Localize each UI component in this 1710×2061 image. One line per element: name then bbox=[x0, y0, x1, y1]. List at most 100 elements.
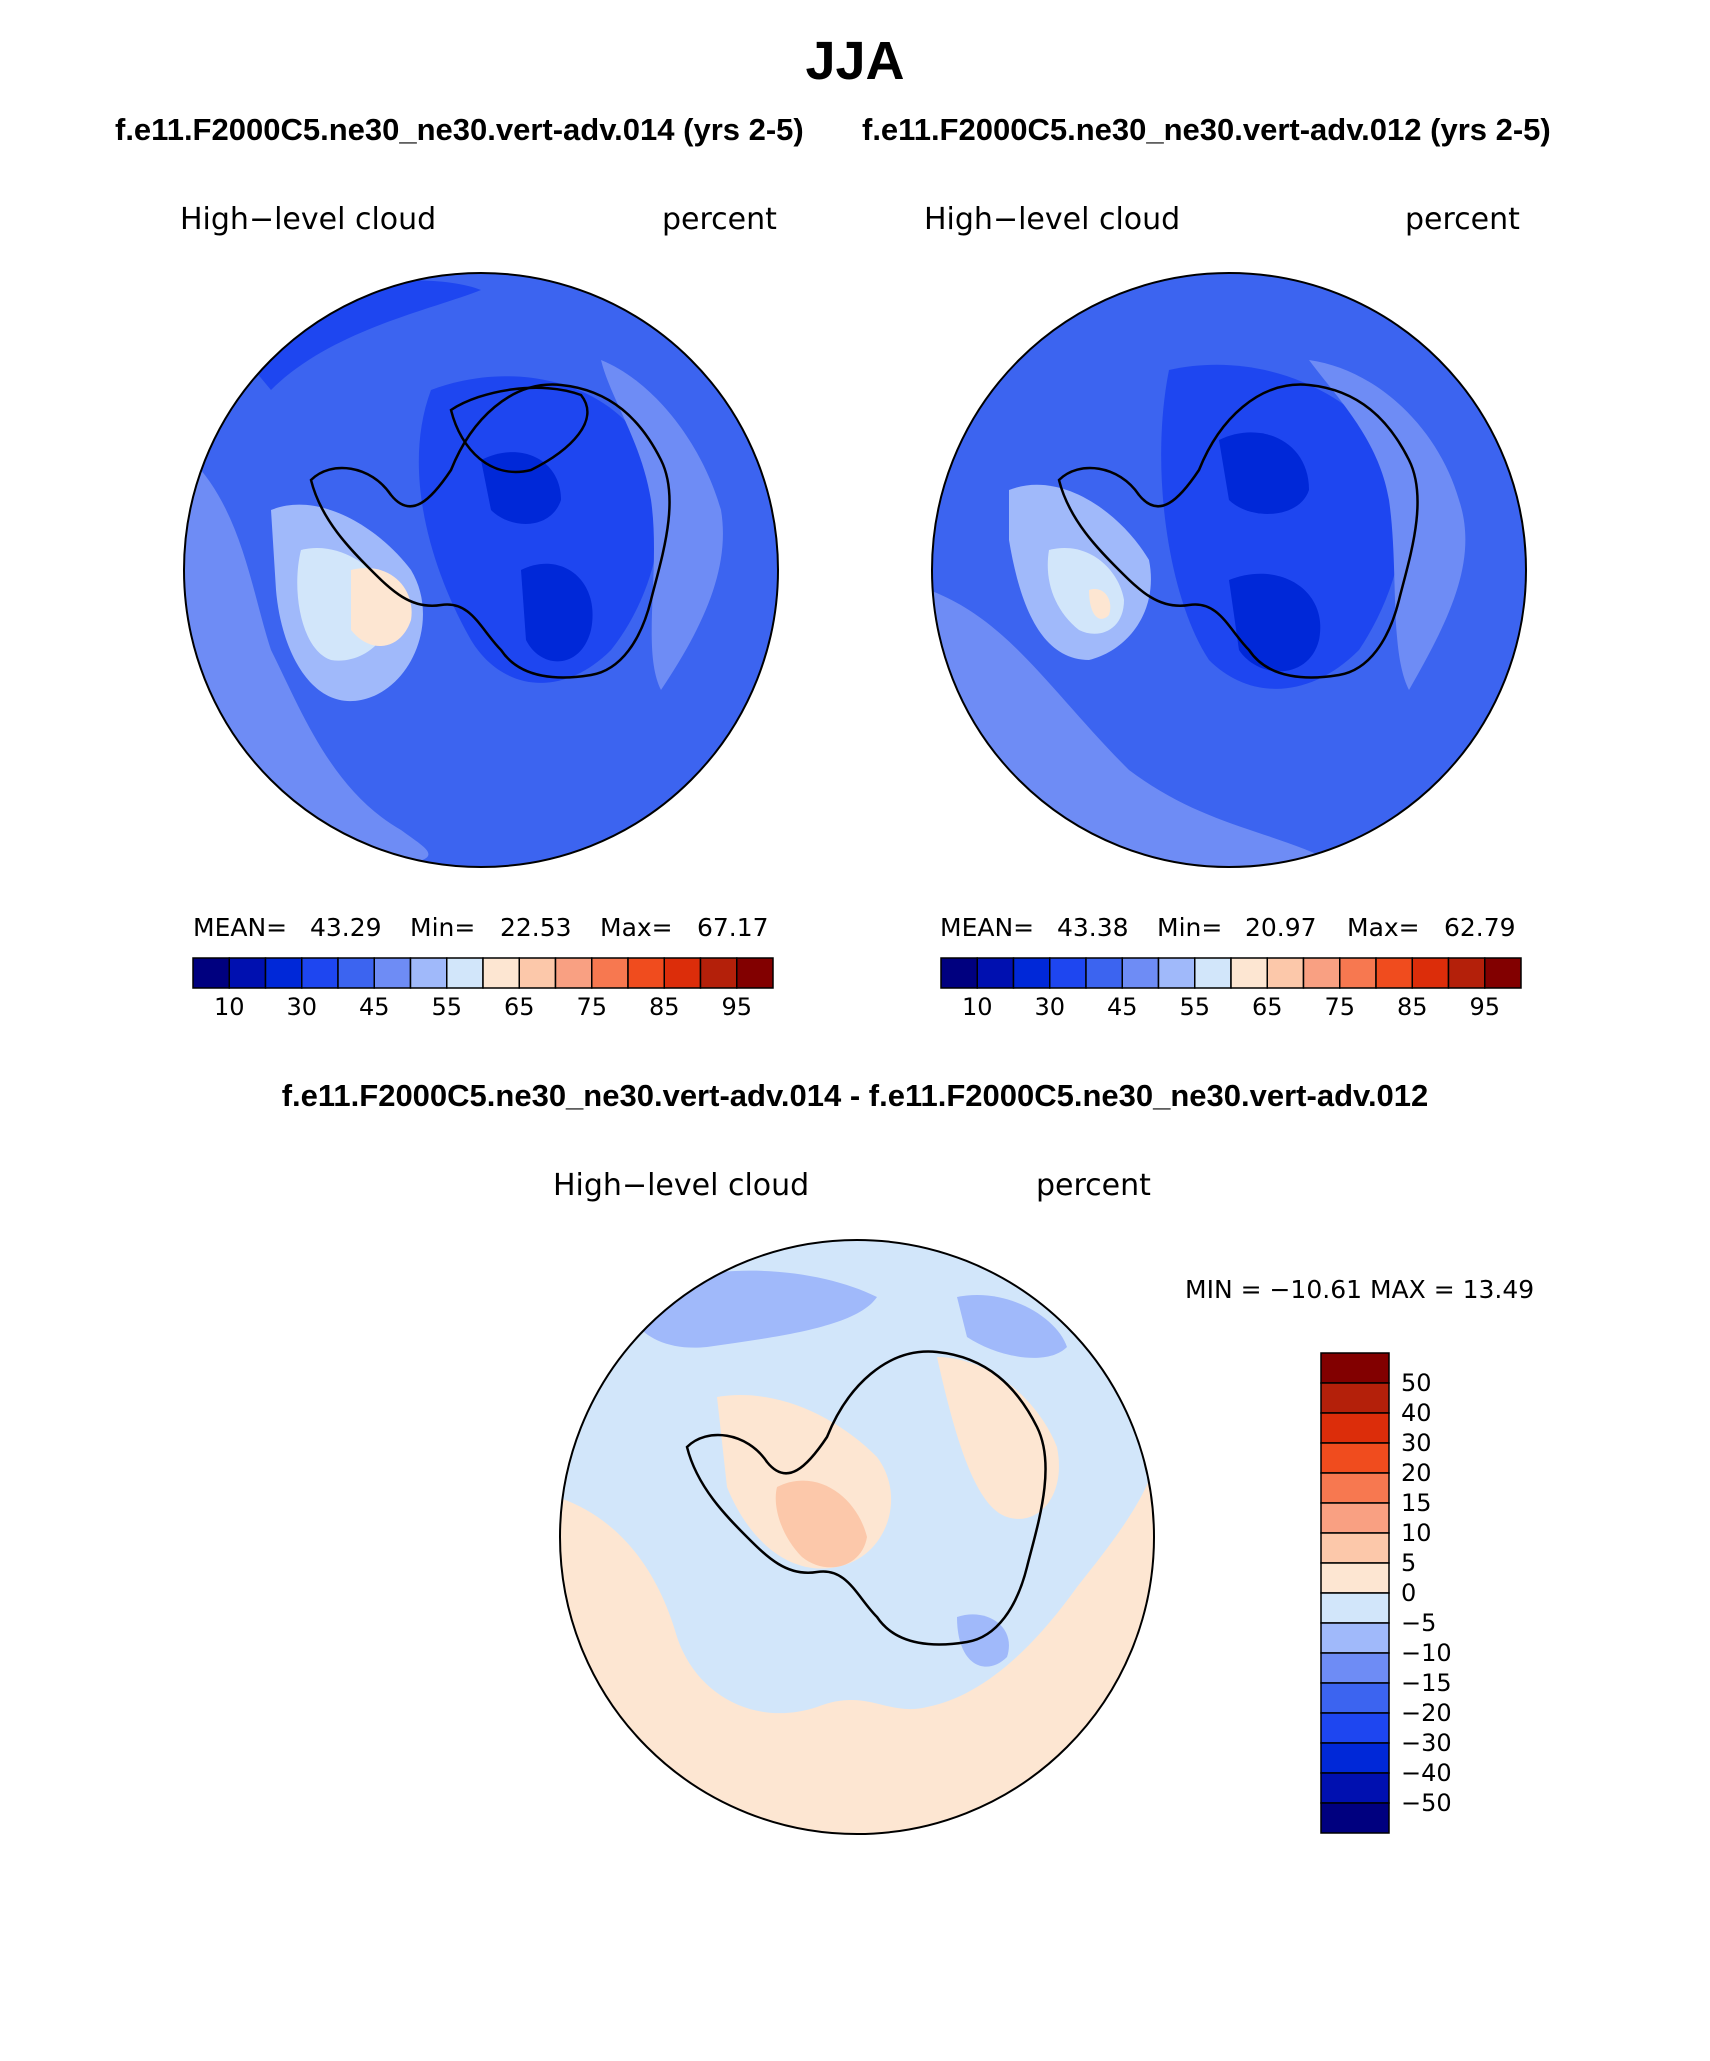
colorbar-cell bbox=[1320, 1682, 1390, 1714]
colorbar-tick-label: 75 bbox=[1324, 993, 1355, 1021]
colorbar-cell bbox=[940, 957, 978, 989]
colorbar-tick-label: 30 bbox=[1401, 1429, 1432, 1457]
colorbar-cell bbox=[1320, 1622, 1390, 1654]
colorbar-cell bbox=[1121, 957, 1160, 989]
colorbar-cell bbox=[264, 957, 303, 989]
colorbar-cell bbox=[699, 957, 738, 989]
colorbar-cell bbox=[1320, 1382, 1390, 1414]
diff-field-south-warm bbox=[560, 1457, 1154, 1834]
left-run-title: f.e11.F2000C5.ne30_ne30.vert-adv.014 (yr… bbox=[115, 112, 804, 147]
colorbar-cell bbox=[554, 957, 593, 989]
colorbar-cell bbox=[409, 957, 448, 989]
colorbar-tick-label: 15 bbox=[1401, 1489, 1432, 1517]
colorbar-cell bbox=[1484, 957, 1522, 989]
left-coastline bbox=[309, 383, 671, 679]
colorbar-tick-label: 30 bbox=[1034, 993, 1065, 1021]
page-title: JJA bbox=[805, 31, 905, 91]
left-field-continent-dark bbox=[418, 376, 660, 683]
right-max-label: Max= bbox=[1347, 913, 1420, 942]
diff-polar-map bbox=[559, 1239, 1155, 1835]
colorbar-cell bbox=[1320, 1652, 1390, 1684]
colorbar-cell bbox=[1320, 1772, 1390, 1804]
colorbar-cell bbox=[663, 957, 702, 989]
colorbar-cell bbox=[1320, 1532, 1390, 1564]
colorbar-cell bbox=[1049, 957, 1087, 989]
right-variable-label: High−level cloud bbox=[924, 202, 1181, 237]
colorbar-tick-label: −20 bbox=[1401, 1699, 1452, 1727]
diff-field-peak bbox=[775, 1480, 867, 1568]
colorbar-tick-label: 50 bbox=[1401, 1369, 1432, 1397]
colorbar-cell bbox=[1320, 1472, 1390, 1504]
colorbar-cell bbox=[1012, 957, 1051, 989]
colorbar-cell bbox=[1085, 957, 1123, 989]
right-coastline bbox=[1057, 383, 1419, 679]
colorbar-tick-label: 0 bbox=[1401, 1579, 1416, 1607]
diff-minmax: MIN = −10.61 MAX = 13.49 bbox=[1185, 1275, 1535, 1304]
left-field-core2 bbox=[521, 563, 593, 662]
colorbar-cell bbox=[1302, 957, 1341, 989]
colorbar-tick-label: 65 bbox=[1252, 993, 1283, 1021]
right-map-border bbox=[931, 272, 1527, 868]
right-min-label: Min= bbox=[1157, 913, 1223, 942]
colorbar-cell bbox=[337, 957, 375, 989]
colorbar-cell bbox=[736, 957, 774, 989]
left-colorbar: 10 30 45 55 65 75 85 95 bbox=[192, 957, 774, 1021]
right-field-core1 bbox=[1219, 432, 1309, 514]
colorbar-tick-label: 45 bbox=[1107, 993, 1138, 1021]
colorbar-tick-label: 10 bbox=[1401, 1519, 1432, 1547]
colorbar-cell bbox=[591, 957, 629, 989]
colorbar-tick-label: 65 bbox=[504, 993, 535, 1021]
left-polar-map bbox=[183, 272, 779, 868]
diff-field-ne-cool bbox=[957, 1295, 1067, 1358]
colorbar-cell bbox=[228, 957, 267, 989]
left-max-value: 67.17 bbox=[697, 913, 769, 942]
colorbar-tick-label: −10 bbox=[1401, 1639, 1452, 1667]
diff-coastline bbox=[685, 1350, 1047, 1646]
right-colorbar: 10 30 45 55 65 75 85 95 bbox=[940, 957, 1522, 1021]
colorbar-cell bbox=[1320, 1562, 1390, 1594]
right-units-label: percent bbox=[1405, 202, 1520, 237]
colorbar-cell bbox=[1157, 957, 1196, 989]
colorbar-cell bbox=[1320, 1442, 1390, 1474]
colorbar-tick-label: −40 bbox=[1401, 1759, 1452, 1787]
colorbar-cell bbox=[446, 957, 484, 989]
diff-map-border bbox=[559, 1239, 1155, 1835]
right-mean-value: 43.38 bbox=[1057, 913, 1129, 942]
colorbar-cell bbox=[1320, 1742, 1390, 1774]
left-mean-label: MEAN= bbox=[193, 913, 288, 942]
colorbar-tick-label: 55 bbox=[431, 993, 462, 1021]
left-map-border bbox=[183, 272, 779, 868]
colorbar-cell bbox=[1266, 957, 1305, 989]
colorbar-tick-label: 85 bbox=[1397, 993, 1428, 1021]
right-run-title: f.e11.F2000C5.ne30_ne30.vert-adv.012 (yr… bbox=[862, 112, 1551, 147]
left-min-label: Min= bbox=[410, 913, 476, 942]
colorbar-cell bbox=[1320, 1412, 1390, 1444]
left-max-label: Max= bbox=[600, 913, 673, 942]
colorbar-tick-label: 40 bbox=[1401, 1399, 1432, 1427]
right-min-value: 20.97 bbox=[1245, 913, 1317, 942]
colorbar-tick-label: −50 bbox=[1401, 1789, 1452, 1817]
colorbar-cell bbox=[1320, 1502, 1390, 1534]
colorbar-tick-label: 95 bbox=[1469, 993, 1500, 1021]
colorbar-cell bbox=[1320, 1712, 1390, 1744]
colorbar-tick-label: 55 bbox=[1179, 993, 1210, 1021]
left-field-east-light bbox=[601, 360, 723, 690]
colorbar-cell bbox=[1320, 1592, 1390, 1624]
left-units-label: percent bbox=[662, 202, 777, 237]
colorbar-cell bbox=[1411, 957, 1450, 989]
colorbar-cell bbox=[192, 957, 230, 989]
diff-field-east-warm bbox=[937, 1357, 1059, 1519]
colorbar-tick-label: 95 bbox=[721, 993, 752, 1021]
diff-variable-label: High−level cloud bbox=[553, 1168, 810, 1203]
right-field-east-light bbox=[1309, 360, 1466, 690]
diff-title: f.e11.F2000C5.ne30_ne30.vert-adv.014 - f… bbox=[281, 1078, 1429, 1113]
right-field-warm bbox=[1089, 589, 1111, 619]
colorbar-cell bbox=[1320, 1352, 1390, 1384]
colorbar-cell bbox=[976, 957, 1015, 989]
colorbar-tick-label: 20 bbox=[1401, 1459, 1432, 1487]
colorbar-tick-label: −30 bbox=[1401, 1729, 1452, 1757]
left-field-warm bbox=[351, 568, 412, 647]
colorbar-tick-label: 5 bbox=[1401, 1549, 1416, 1577]
colorbar-cell bbox=[1339, 957, 1377, 989]
colorbar-cell bbox=[482, 957, 520, 989]
